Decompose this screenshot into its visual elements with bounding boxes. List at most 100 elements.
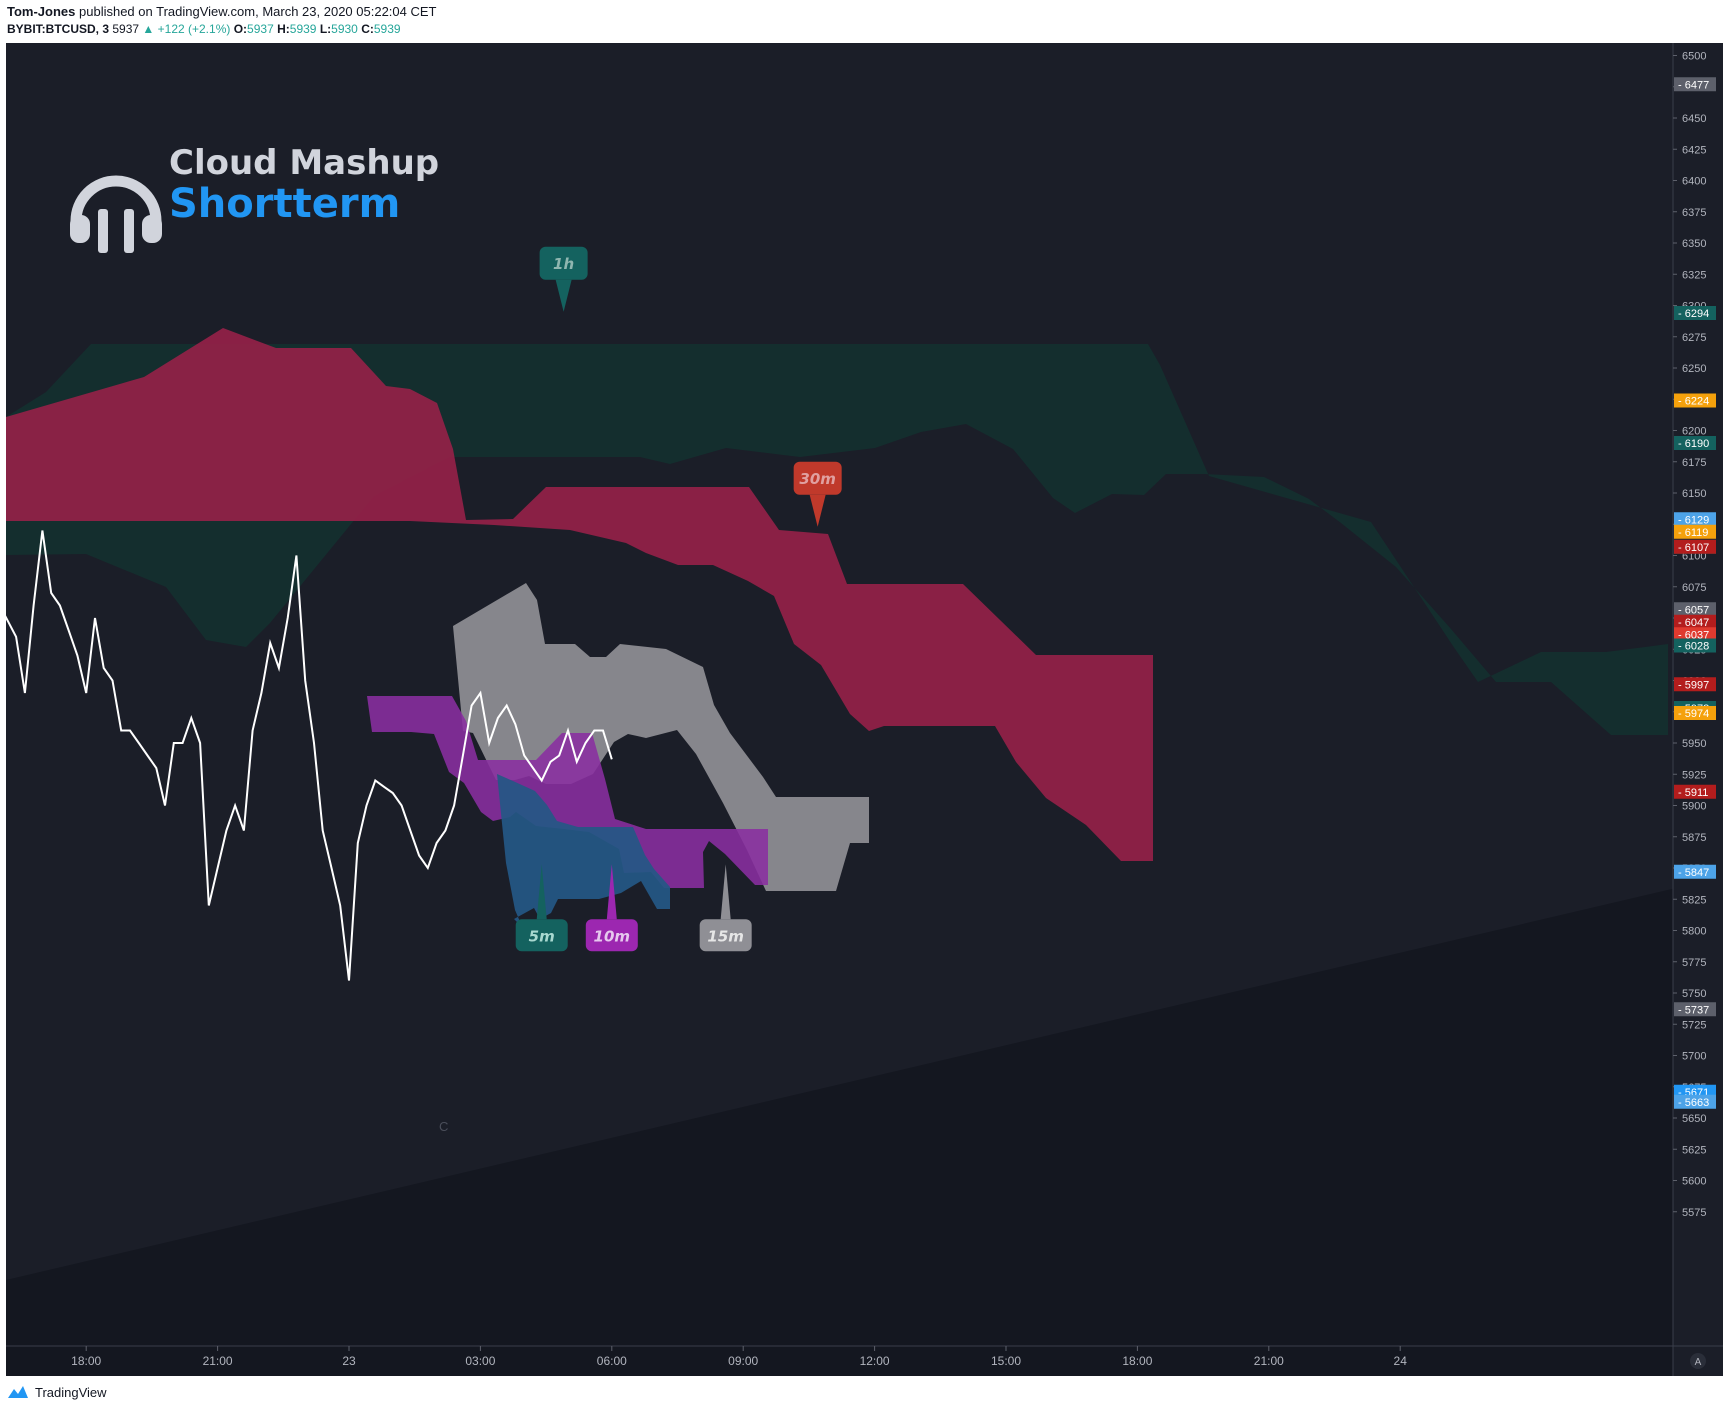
- headphone-right-stem: [124, 209, 134, 253]
- y-tick-label: 5925: [1682, 769, 1706, 781]
- price-badge: [1674, 436, 1716, 450]
- price-badge: [1674, 539, 1716, 554]
- x-tick-label: 21:00: [1254, 1354, 1284, 1368]
- headphone-left-stem: [98, 209, 108, 253]
- logo-subtitle: Shortterm: [169, 181, 400, 227]
- close-value: 5939: [373, 22, 401, 36]
- auto-scale-button[interactable]: [1690, 1353, 1706, 1369]
- y-tick-label: 5900: [1682, 801, 1706, 813]
- callout-label: 15m: [707, 927, 744, 945]
- close-label: C:: [361, 22, 374, 36]
- callout-label: 10m: [594, 927, 631, 945]
- y-tick-label: 5750: [1682, 988, 1706, 1000]
- cloud-10m: [367, 696, 768, 888]
- price-badge-label: - 5911: [1678, 787, 1708, 799]
- price-badge: [1674, 677, 1716, 692]
- y-tick-label: 6500: [1682, 51, 1706, 63]
- y-tick-label: 6150: [1682, 488, 1706, 500]
- y-tick-label: 6250: [1682, 363, 1706, 375]
- price-badge-label: - 6028: [1678, 641, 1709, 653]
- price-badge: [1674, 524, 1716, 539]
- y-tick-label: 6275: [1682, 332, 1706, 344]
- price-badge-label: - 6224: [1678, 396, 1709, 408]
- y-tick-label: 5800: [1682, 926, 1706, 938]
- price-badge: [1674, 638, 1716, 653]
- callout-1h: 1h: [539, 246, 588, 312]
- x-tick-label: 15:00: [991, 1354, 1021, 1368]
- y-tick-label: 5875: [1682, 832, 1706, 844]
- price-badge: [1674, 1094, 1716, 1109]
- x-tick-label: 21:00: [203, 1354, 233, 1368]
- price-badge: [1674, 393, 1716, 408]
- x-tick-label: 18:00: [71, 1354, 101, 1368]
- y-axis[interactable]: 5575560056255650567557005725575057755800…: [1672, 43, 1723, 1376]
- publish-text: published on TradingView.com, March 23, …: [75, 4, 437, 19]
- price-badge: [1674, 627, 1716, 642]
- price-badge: [1674, 706, 1716, 720]
- price-badge: [1674, 306, 1716, 320]
- chart-area[interactable]: 5575560056255650567557005725575057755800…: [6, 43, 1723, 1376]
- callout-label: 30m: [799, 470, 836, 488]
- y-tick-label: 5650: [1682, 1113, 1706, 1125]
- callout-10m: 10m: [585, 864, 638, 952]
- price-badge: [1674, 614, 1716, 629]
- y-tick-label: 6400: [1682, 176, 1706, 188]
- callout-label: 1h: [553, 255, 574, 273]
- tradingview-brand: TradingView: [35, 1384, 107, 1400]
- open-value: 5937: [247, 22, 274, 36]
- tradingview-footer[interactable]: TradingView: [6, 1384, 107, 1400]
- callout-box: [515, 919, 568, 952]
- symbol-legend: BYBIT:BTCUSD, 3 5937 ▲ +122 (+2.1%) O:59…: [7, 22, 401, 36]
- callout-box: [793, 461, 842, 495]
- y-tick-label: 5700: [1682, 1051, 1706, 1063]
- y-tick-label: 5950: [1682, 738, 1706, 750]
- annotation-c: C: [439, 1119, 448, 1134]
- x-tick-label: 12:00: [860, 1354, 890, 1368]
- price-badge-label: - 6047: [1678, 617, 1709, 629]
- callout-pointer: [606, 864, 617, 920]
- callout-box: [699, 919, 752, 952]
- price-badge: [1674, 864, 1716, 879]
- callout-pointer: [720, 864, 731, 920]
- price-badge-label: - 5663: [1678, 1097, 1709, 1109]
- price-badge-label: - 6037: [1678, 629, 1709, 641]
- y-tick-label: 5625: [1682, 1144, 1706, 1156]
- cloud-15m: [453, 583, 869, 891]
- y-tick-label: 5575: [1682, 1207, 1706, 1219]
- y-tick-label: 5725: [1682, 1019, 1706, 1031]
- price-badge-label: - 6294: [1678, 308, 1709, 320]
- last-price: 5937: [112, 22, 140, 36]
- logo: Cloud Mashup Shortterm: [70, 143, 439, 253]
- y-tick-label: 6200: [1682, 426, 1706, 438]
- price-badge-label: - 6107: [1678, 542, 1709, 554]
- publish-info: Tom-Jones published on TradingView.com, …: [7, 4, 436, 19]
- y-tick-label: 6175: [1682, 457, 1706, 469]
- price-badge-label: - 5974: [1678, 708, 1709, 720]
- callout-box: [585, 919, 638, 952]
- x-axis[interactable]: 18:00 21:00 23 03:00 06:00 09:00 12:00 15:00 18:…: [6, 1345, 1723, 1369]
- x-tick-label: 03:00: [465, 1354, 495, 1368]
- author-name[interactable]: Tom-Jones: [7, 4, 76, 19]
- logo-title: Cloud Mashup: [169, 143, 439, 183]
- open-label: O:: [233, 22, 248, 36]
- y-tick-label: 5600: [1682, 1176, 1706, 1188]
- price-badge-label: - 6190: [1678, 438, 1709, 450]
- price-badge-label: - 6119: [1678, 527, 1708, 539]
- callout-box: [539, 246, 588, 280]
- callout-label: 5m: [529, 927, 555, 945]
- callout-30m: 30m: [793, 461, 842, 527]
- callout-5m: 5m: [515, 864, 568, 952]
- callout-pointer: [555, 279, 572, 312]
- chart-canvas[interactable]: 5575560056255650567557005725575057755800…: [6, 43, 1723, 1376]
- x-tick-label: 24: [1394, 1354, 1408, 1368]
- price-badge-label: - 5847: [1678, 867, 1709, 879]
- y-tick-label: 5825: [1682, 894, 1706, 906]
- x-tick-label: 23: [342, 1354, 356, 1368]
- x-tick-label: 09:00: [728, 1354, 758, 1368]
- price-badge: [1674, 602, 1716, 617]
- y-tick-label: 6450: [1682, 113, 1706, 125]
- auto-scale-label[interactable]: A: [1695, 1357, 1702, 1368]
- price-line: [6, 530, 613, 981]
- tradingview-logo-icon: [8, 1386, 28, 1398]
- low-label: L:: [319, 22, 332, 36]
